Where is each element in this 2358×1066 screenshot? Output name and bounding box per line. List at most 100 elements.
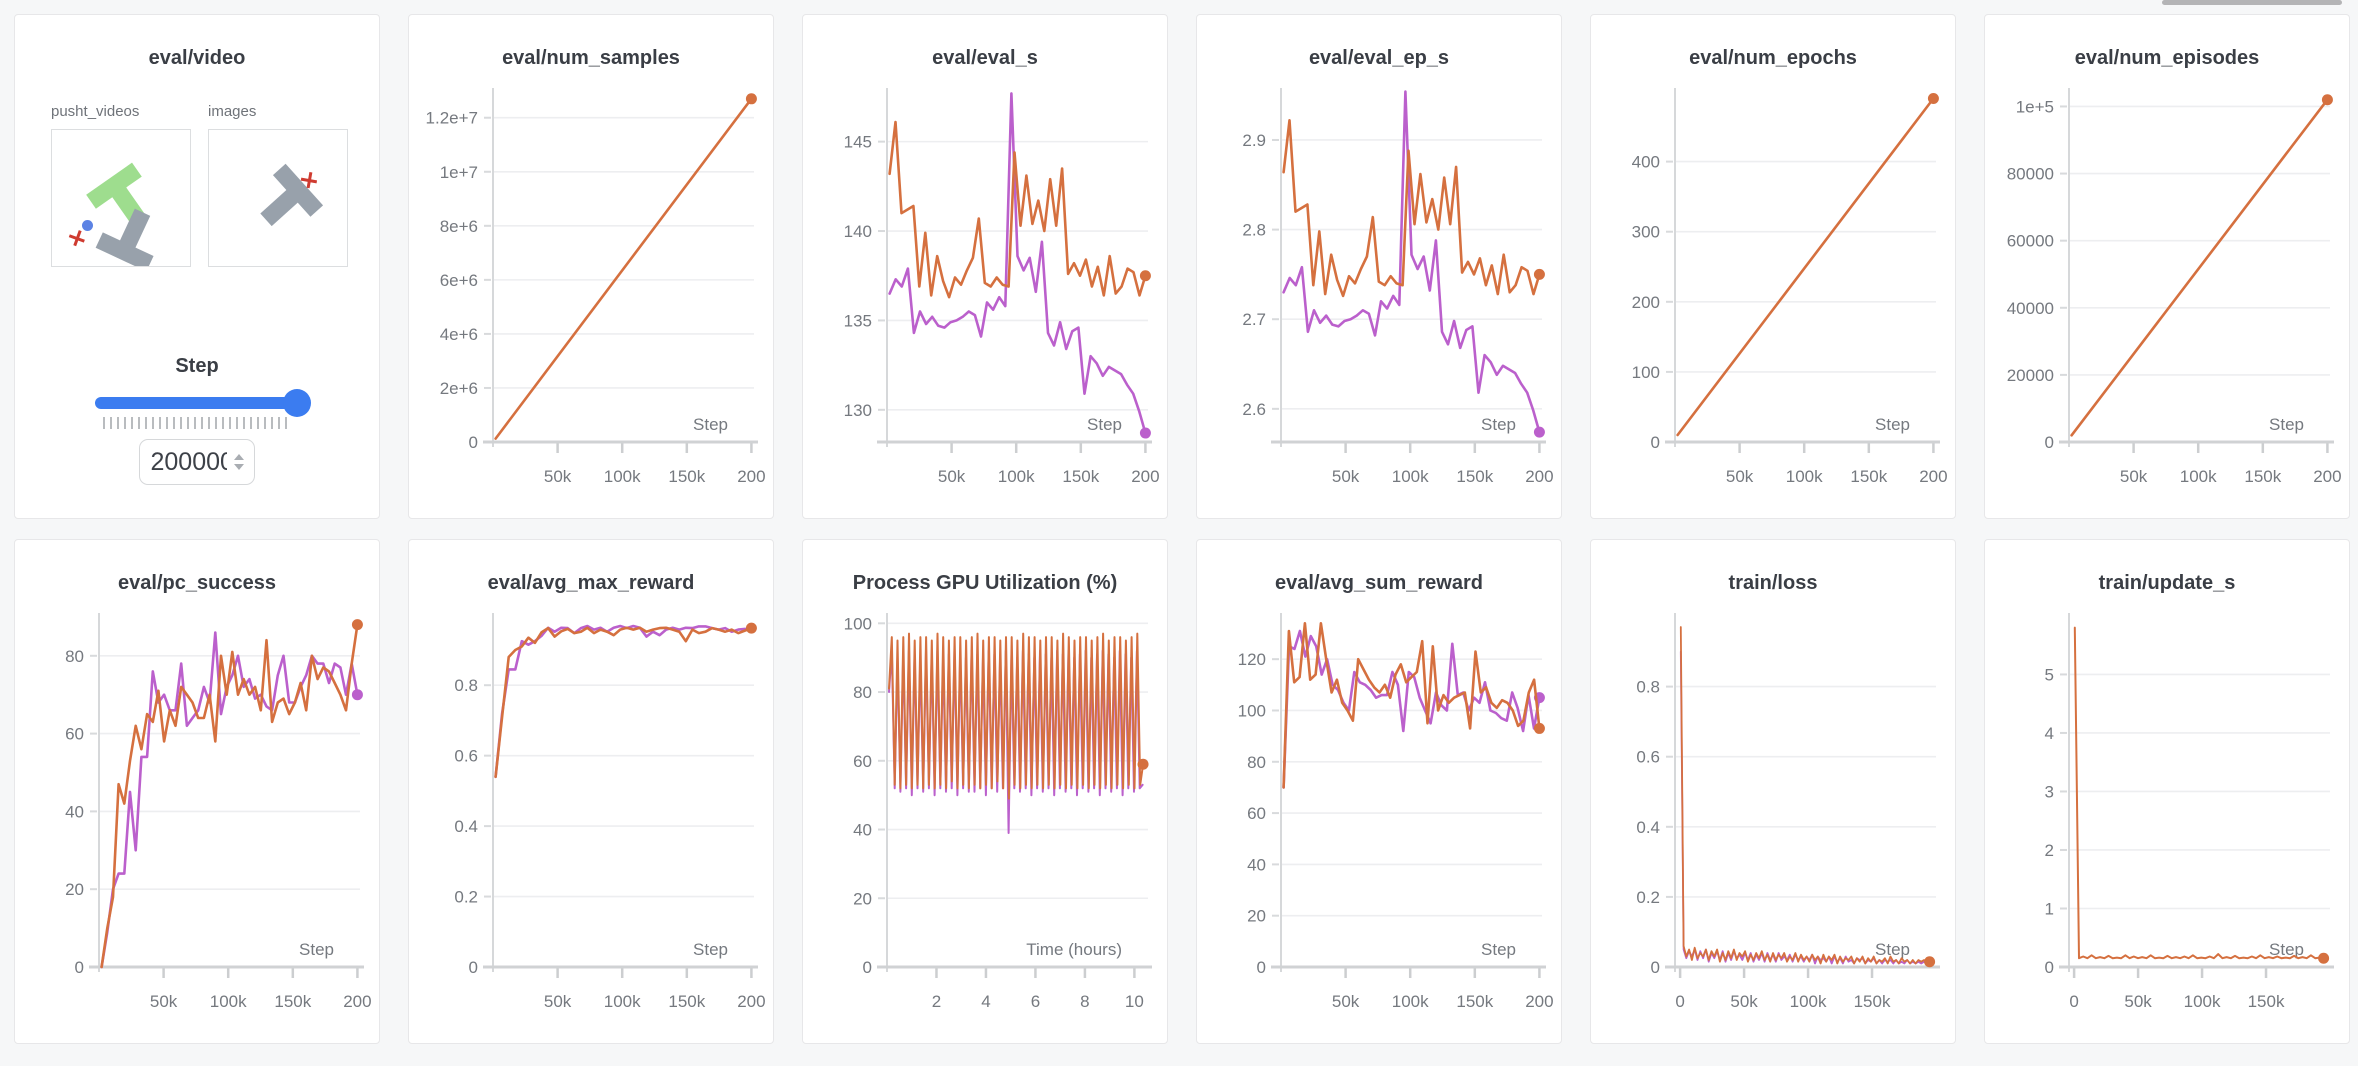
- svg-text:150k: 150k: [1456, 992, 1493, 1011]
- svg-text:50k: 50k: [1332, 992, 1360, 1011]
- svg-text:100k: 100k: [2180, 467, 2217, 486]
- goal-cross-marker: [67, 228, 88, 249]
- svg-text:200: 200: [343, 992, 371, 1011]
- step-slider-label: Step: [175, 355, 219, 377]
- svg-text:1e+5: 1e+5: [2016, 97, 2054, 116]
- svg-text:6: 6: [1031, 992, 1040, 1011]
- svg-text:100: 100: [1238, 701, 1266, 720]
- svg-text:4: 4: [2045, 724, 2054, 743]
- svg-text:0.2: 0.2: [1636, 888, 1660, 907]
- svg-text:100: 100: [844, 614, 872, 633]
- chart-panel-eval-eval-ep-s: eval/eval_ep_s 2.6 2.7 2.8 2.9 50k 100k 150k 20…: [1196, 14, 1562, 519]
- svg-text:150k: 150k: [668, 467, 705, 486]
- agent-dot: [82, 220, 93, 231]
- step-slider-tickmarks: [103, 417, 287, 429]
- svg-text:Step: Step: [2269, 940, 2304, 959]
- svg-text:4e+6: 4e+6: [440, 325, 478, 344]
- svg-text:0: 0: [863, 958, 872, 977]
- step-slider-knob[interactable]: [283, 389, 311, 417]
- svg-text:0: 0: [469, 958, 478, 977]
- svg-text:Step: Step: [693, 940, 728, 959]
- line-chart-train-loss[interactable]: 0 0.2 0.4 0.6 0.8 0 50k 100k 150k Step: [1591, 599, 1957, 1039]
- svg-text:140: 140: [844, 222, 872, 241]
- svg-text:0: 0: [2069, 992, 2078, 1011]
- stepper-up-icon[interactable]: [233, 454, 244, 460]
- chart-panel-eval-num-samples: eval/num_samples 0 2e+6 4e+6 6e+6 8e+6 1e+7 1.…: [408, 14, 774, 519]
- svg-text:50k: 50k: [150, 992, 178, 1011]
- media-panel-eval-video: eval/video pusht_videos images: [14, 14, 380, 519]
- svg-text:0: 0: [1651, 433, 1660, 452]
- svg-text:0: 0: [1257, 958, 1266, 977]
- svg-text:6e+6: 6e+6: [440, 271, 478, 290]
- line-chart-eval-avg-sum-reward[interactable]: 0 20 40 60 80 100 120 50k 100k 150k 200 Step: [1197, 599, 1563, 1039]
- svg-text:0: 0: [1651, 958, 1660, 977]
- step-number-input-box: [139, 439, 255, 485]
- panel-title: eval/pc_success: [118, 572, 276, 594]
- svg-text:20: 20: [853, 889, 872, 908]
- video-thumbnail-pusht[interactable]: [51, 129, 191, 267]
- image-thumbnail[interactable]: [208, 129, 348, 267]
- line-chart-eval-pc-success[interactable]: 0 20 40 60 80 50k 100k 150k 200 Step: [15, 599, 381, 1039]
- svg-text:20: 20: [65, 880, 84, 899]
- line-chart-eval-eval-s[interactable]: 130 135 140 145 50k 100k 150k 200 Step: [803, 74, 1169, 514]
- svg-text:200: 200: [1525, 467, 1553, 486]
- svg-text:200: 200: [737, 467, 765, 486]
- line-chart-eval-num-epochs[interactable]: 0 100 200 300 400 50k 100k 150k 200 Step: [1591, 74, 1957, 514]
- svg-text:0.2: 0.2: [454, 888, 478, 907]
- svg-text:2.7: 2.7: [1242, 310, 1266, 329]
- svg-text:100k: 100k: [1790, 992, 1827, 1011]
- svg-text:Step: Step: [1875, 415, 1910, 434]
- svg-text:40: 40: [853, 821, 872, 840]
- svg-text:Step: Step: [2269, 415, 2304, 434]
- svg-text:5: 5: [2045, 665, 2054, 684]
- panel-grid: eval/video pusht_videos images: [14, 14, 2350, 1044]
- svg-text:20000: 20000: [2007, 366, 2054, 385]
- svg-text:Step: Step: [1481, 415, 1516, 434]
- chart-panel-eval-avg-sum-reward: eval/avg_sum_reward 0 20 40 60 80 100 120 50k 10…: [1196, 539, 1562, 1044]
- step-number-input[interactable]: [150, 447, 227, 477]
- svg-text:Step: Step: [693, 415, 728, 434]
- svg-text:Step: Step: [1875, 940, 1910, 959]
- svg-text:Step: Step: [1481, 940, 1516, 959]
- svg-text:100k: 100k: [604, 992, 641, 1011]
- step-stepper[interactable]: [233, 454, 244, 470]
- chart-panel-eval-num-episodes: eval/num_episodes 0 20000 40000 60000 80000 1…: [1984, 14, 2350, 519]
- panel-title: eval/video: [148, 47, 246, 69]
- line-chart-gpu-utilization[interactable]: 0 20 40 60 80 100 2 4 6 8 10 Time (hours): [803, 599, 1169, 1039]
- svg-text:100k: 100k: [210, 992, 247, 1011]
- line-chart-eval-num-episodes[interactable]: 0 20000 40000 60000 80000 1e+5 50k 100k 150k 200 S…: [1985, 74, 2351, 514]
- svg-text:0: 0: [75, 958, 84, 977]
- stepper-down-icon[interactable]: [233, 464, 244, 470]
- svg-text:40: 40: [65, 802, 84, 821]
- svg-text:100k: 100k: [1786, 467, 1823, 486]
- svg-text:2.9: 2.9: [1242, 131, 1266, 150]
- panel-title: eval/eval_ep_s: [1308, 47, 1450, 69]
- chart-panel-eval-pc-success: eval/pc_success 0 20 40 60 80 50k 100k 150k 200 S…: [14, 539, 380, 1044]
- panel-title: eval/num_episodes: [2074, 47, 2260, 69]
- svg-text:4: 4: [981, 992, 990, 1011]
- line-chart-train-update-s[interactable]: 0 1 2 3 4 5 0 50k 100k 150k Step: [1985, 599, 2351, 1039]
- chart-panel-train-update-s: train/update_s 0 1 2 3 4 5 0 50k 100k 150k Step: [1984, 539, 2350, 1044]
- line-chart-eval-eval-ep-s[interactable]: 2.6 2.7 2.8 2.9 50k 100k 150k 200 Step: [1197, 74, 1563, 514]
- svg-text:100k: 100k: [998, 467, 1035, 486]
- svg-text:150k: 150k: [274, 992, 311, 1011]
- svg-text:200: 200: [2313, 467, 2341, 486]
- horizontal-scrollbar-thumb[interactable]: [2162, 0, 2342, 5]
- svg-text:20: 20: [1247, 907, 1266, 926]
- media-label-images: images: [208, 103, 257, 120]
- svg-text:2: 2: [2045, 841, 2054, 860]
- svg-text:1: 1: [2045, 899, 2054, 918]
- media-label-pusht-videos: pusht_videos: [51, 103, 140, 120]
- svg-text:0.8: 0.8: [1636, 678, 1660, 697]
- line-chart-eval-avg-max-reward[interactable]: 0 0.2 0.4 0.6 0.8 50k 100k 150k 200 Step: [409, 599, 775, 1039]
- line-chart-eval-num-samples[interactable]: 0 2e+6 4e+6 6e+6 8e+6 1e+7 1.2e+7 50k 100k 150k 20…: [409, 74, 775, 514]
- svg-text:0: 0: [2045, 958, 2054, 977]
- panel-title: eval/num_samples: [502, 47, 680, 69]
- svg-text:150k: 150k: [2244, 467, 2281, 486]
- svg-text:Step: Step: [1087, 415, 1122, 434]
- step-slider-track[interactable]: [95, 389, 311, 417]
- svg-text:150k: 150k: [1456, 467, 1493, 486]
- svg-text:120: 120: [1238, 650, 1266, 669]
- svg-text:0.8: 0.8: [454, 676, 478, 695]
